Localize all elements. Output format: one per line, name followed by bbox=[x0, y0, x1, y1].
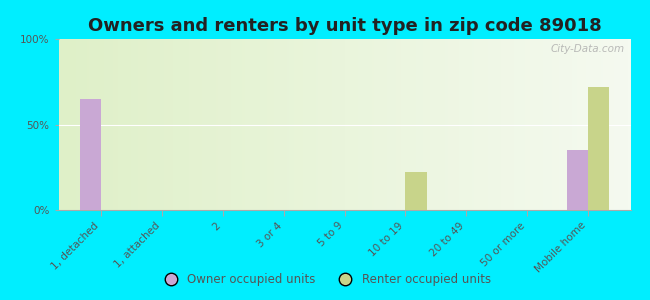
Bar bbox=[588, 87, 609, 210]
Bar bbox=[406, 172, 426, 210]
Bar bbox=[80, 99, 101, 210]
Legend: Owner occupied units, Renter occupied units: Owner occupied units, Renter occupied un… bbox=[154, 269, 496, 291]
Title: Owners and renters by unit type in zip code 89018: Owners and renters by unit type in zip c… bbox=[88, 17, 601, 35]
Text: City-Data.com: City-Data.com bbox=[551, 44, 625, 54]
Bar bbox=[567, 150, 588, 210]
